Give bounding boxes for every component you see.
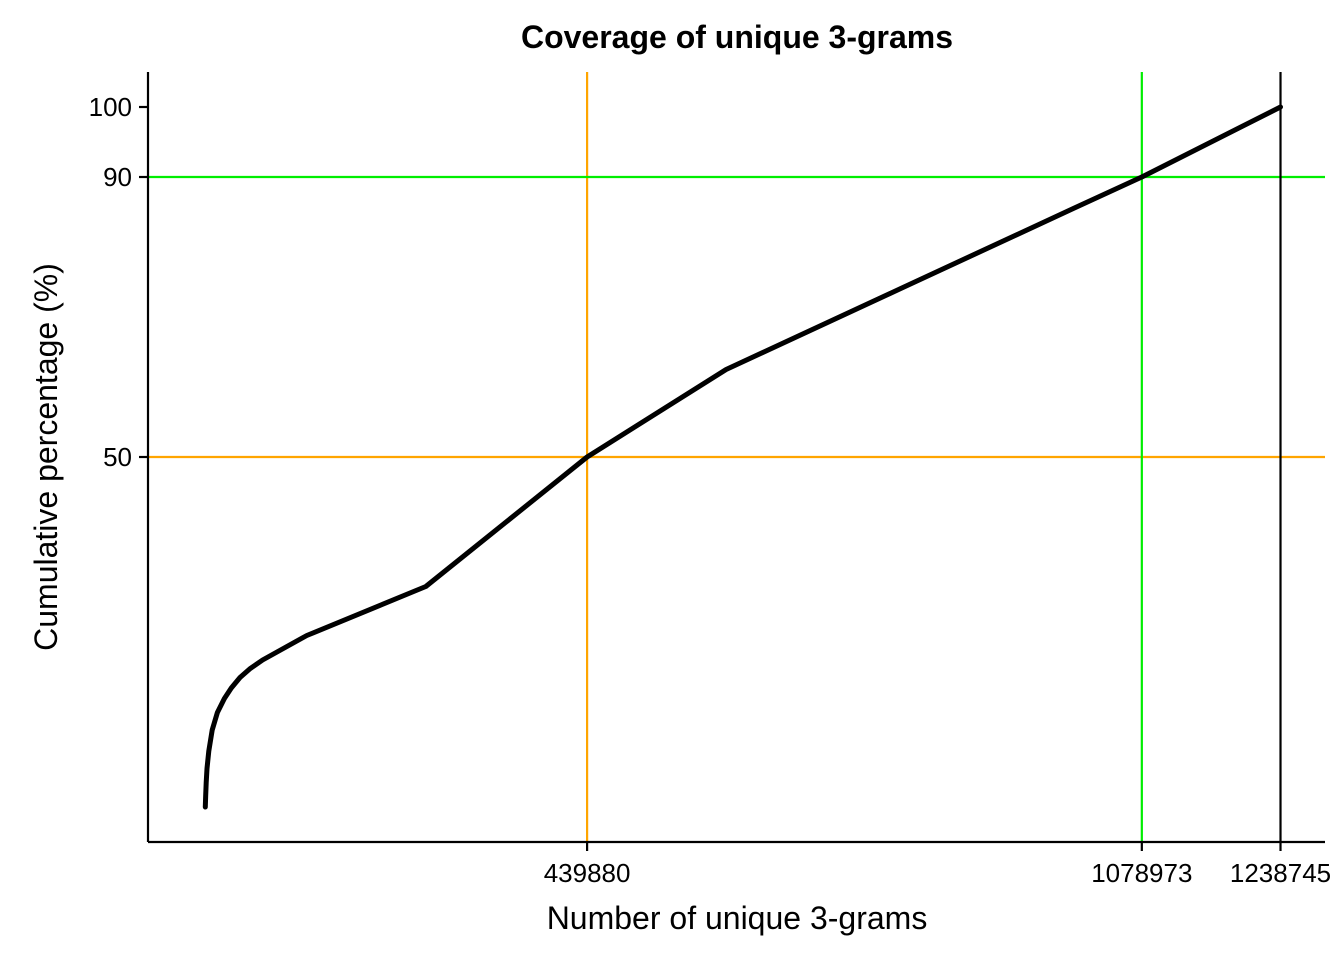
x-tick-label: 1078973 xyxy=(1091,858,1192,888)
coverage-line xyxy=(202,104,1283,810)
x-tick-label: 1238745 xyxy=(1230,858,1331,888)
x-axis-ticks: 439880 1078973 1238745 xyxy=(544,842,1331,888)
reference-lines xyxy=(148,72,1325,842)
y-tick-label: 50 xyxy=(103,442,132,472)
y-axis-title: Cumulative percentage (%) xyxy=(28,263,64,651)
chart-title: Coverage of unique 3-grams xyxy=(521,19,953,55)
y-axis-ticks: 50 90 100 xyxy=(89,92,148,472)
y-tick-label: 100 xyxy=(89,92,132,122)
y-tick-label: 90 xyxy=(103,162,132,192)
x-tick-label: 439880 xyxy=(544,858,631,888)
x-axis-title: Number of unique 3-grams xyxy=(547,900,928,936)
